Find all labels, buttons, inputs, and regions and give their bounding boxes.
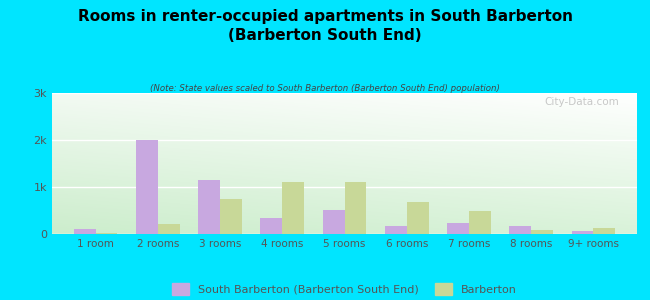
Bar <box>344 182 367 234</box>
Bar <box>198 180 220 234</box>
Bar <box>385 226 407 234</box>
Bar <box>220 199 242 234</box>
Bar <box>531 230 553 234</box>
Bar <box>158 224 179 234</box>
Bar <box>136 140 158 234</box>
Bar <box>407 202 428 234</box>
Text: Rooms in renter-occupied apartments in South Barberton
(Barberton South End): Rooms in renter-occupied apartments in S… <box>77 9 573 43</box>
Text: (Note: State values scaled to South Barberton (Barberton South End) population): (Note: State values scaled to South Barb… <box>150 84 500 93</box>
Bar <box>282 182 304 234</box>
Bar <box>322 210 344 234</box>
Bar <box>96 232 118 234</box>
Bar <box>261 218 282 234</box>
Text: City-Data.com: City-Data.com <box>545 97 619 107</box>
Legend: South Barberton (Barberton South End), Barberton: South Barberton (Barberton South End), B… <box>168 279 521 299</box>
Bar <box>510 226 531 234</box>
Bar <box>74 229 96 234</box>
Bar <box>447 223 469 234</box>
Bar <box>571 231 593 234</box>
Bar <box>593 228 615 234</box>
Bar <box>469 212 491 234</box>
